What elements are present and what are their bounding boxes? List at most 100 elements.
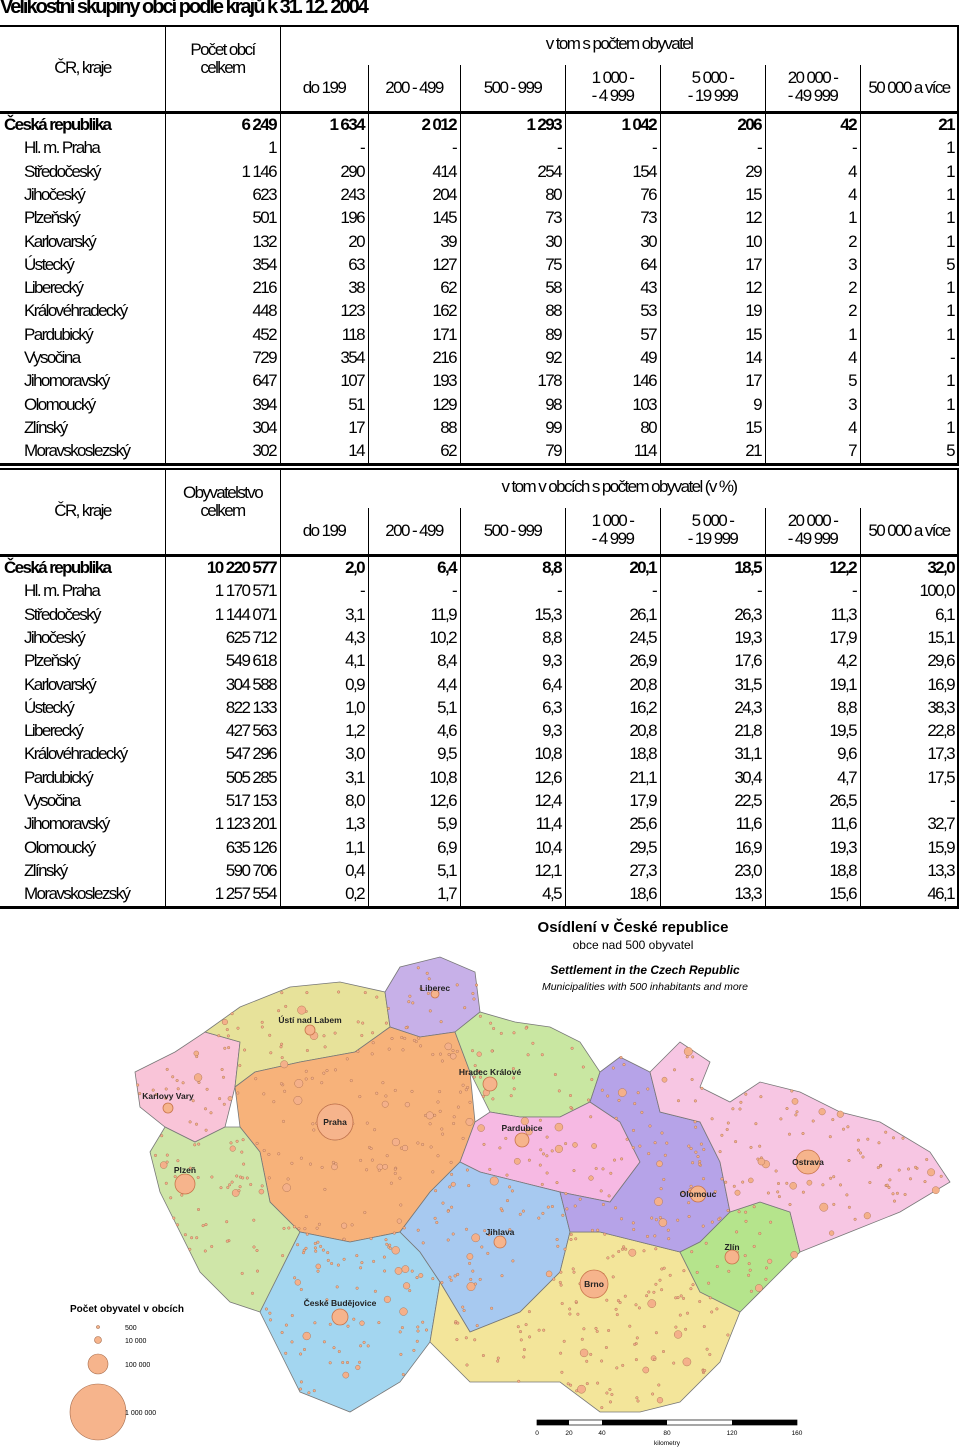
cell: 204 [432,184,457,204]
settlement-dot [400,1326,404,1330]
settlement-dot [769,1220,773,1224]
settlement-dot [304,1077,308,1081]
settlement-dot [744,1210,748,1214]
settlement-dot [371,1041,375,1045]
settlement-dot [363,991,367,995]
cell: 26,3 [734,604,762,624]
settlement-dot [506,1199,510,1203]
settlement-dot [766,1191,770,1195]
scale-tick: 160 [792,1430,803,1437]
settlement-dot [316,1269,320,1273]
map-scale: 0 20 40 80 120 160 kilometry [535,1419,803,1447]
settlement-dot [369,1237,373,1241]
settlement-dot [176,1159,180,1163]
cell: 3,0 [345,744,365,764]
settlement-dot [399,1203,403,1207]
settlement-dot [464,1336,468,1340]
settlement-dot [618,1301,622,1305]
settlement-dot [853,1217,857,1221]
cell: 123 [340,301,365,321]
settlement-dot [846,1125,850,1129]
settlement-dot [240,1271,244,1275]
settlement-dot [705,1347,709,1351]
row-label: Královéhradecký [24,301,128,321]
cell: 5,1 [437,860,457,880]
settlement-dot [304,1215,308,1219]
cell: 216 [252,278,277,298]
settlement-dot [743,1254,747,1258]
settlement-dot [726,1333,730,1337]
cell: - [359,138,366,158]
settlement-dot [776,1190,780,1194]
settlement-dot [511,1067,515,1071]
cell: 27,3 [629,860,657,880]
settlement-dot [175,1078,179,1082]
settlement-dot [381,1081,385,1085]
settlement-dot [876,1166,880,1170]
settlement-dot [828,1230,835,1236]
row-label: Moravskoslezský [24,884,131,904]
settlement-dot [654,1218,658,1222]
cell: 22,5 [734,791,762,810]
column-header: 1 000 - - 4 999 [591,511,635,548]
settlement-dot [227,1096,233,1101]
cell: 20 [348,231,365,251]
cell: 2,0 [345,558,365,577]
row-label: Plzeňský [24,208,81,228]
settlement-dot [375,995,379,999]
settlement-dot [391,1246,400,1255]
settlement-dot [455,983,459,987]
settlement-dot [210,1175,214,1179]
rule [660,113,661,463]
settlement-dot [349,1079,353,1083]
cell: 76 [640,184,657,204]
settlement-dot [682,1269,686,1273]
settlement-dot [520,1117,529,1126]
settlement-dot [456,1105,460,1109]
legend-label: 500 [125,1325,137,1332]
settlement-dot [392,1231,396,1235]
settlement-dot [328,1322,332,1326]
cell: - [851,138,858,158]
settlement-dot [245,1176,249,1180]
settlement-dot [204,1128,208,1132]
settlement-dot [384,1238,388,1242]
settlement-dot [302,1331,311,1341]
settlement-dot [350,1223,354,1227]
settlement-dot [788,1132,792,1136]
settlement-dot [684,1327,688,1331]
settlement-dot [304,1069,308,1073]
settlement-dot [695,1270,699,1274]
cell: - [651,138,658,158]
settlement-dot [194,1073,203,1082]
cell: 9,6 [837,744,857,764]
header-group: v tom v obcích s počtem obyvatel (v %) [501,477,739,496]
settlement-dot [373,1128,377,1132]
cell: 0,9 [345,674,365,694]
settlement-dot [435,1221,439,1225]
settlement-dot [614,1206,618,1210]
cell: 15,1 [927,627,955,647]
cell: 1,1 [345,837,365,857]
settlement-dot [427,977,431,981]
cell: 5 [848,371,857,391]
row-label: Pardubický [24,767,94,787]
settlement-dot [524,1026,528,1030]
rule [460,556,461,906]
settlement-dot [895,1191,899,1195]
cell: 290 [340,161,365,181]
settlement-dot [164,1087,168,1091]
row-label: Olomoucký [24,394,96,414]
cell: 9,5 [437,744,457,764]
settlement-dot [371,1031,375,1035]
cell: 196 [340,208,365,228]
settlement-dot [475,983,479,987]
cell: 18,6 [629,884,657,904]
settlement-dot [779,1117,783,1121]
settlement-dot [342,1257,346,1261]
settlement-dot [330,1262,334,1266]
cell: 5 [946,254,955,274]
settlement-dot [411,1001,415,1005]
settlement-dot [313,1242,317,1246]
cell: 2 [848,278,857,298]
